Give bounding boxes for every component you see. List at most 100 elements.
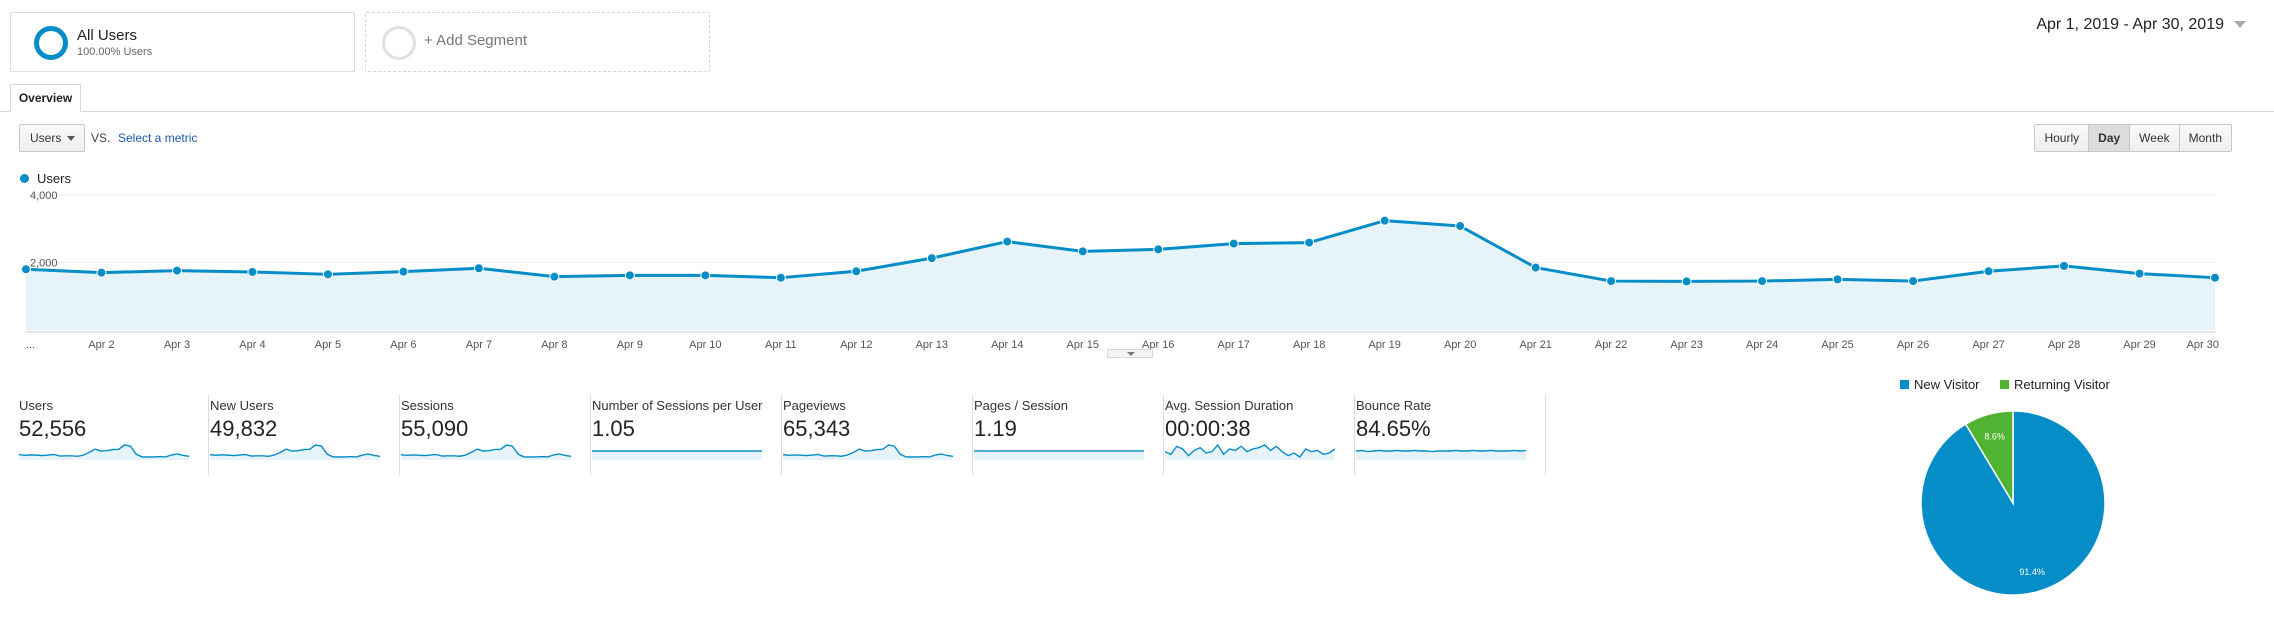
metric-select-dropdown[interactable]: Users: [19, 124, 85, 152]
scorecard-value: 49,832: [210, 416, 278, 441]
scorecard-label: New Users: [210, 398, 274, 413]
granularity-day-button[interactable]: Day: [2089, 125, 2131, 151]
data-point[interactable]: [1455, 221, 1466, 232]
data-point[interactable]: [926, 253, 937, 264]
data-point[interactable]: [96, 267, 107, 278]
data-point[interactable]: [1832, 274, 1843, 285]
data-point[interactable]: [1379, 215, 1390, 226]
granularity-hourly-button[interactable]: Hourly: [2035, 125, 2090, 151]
dropdown-caret-icon: [67, 136, 75, 141]
pie-legend-returning-visitor[interactable]: Returning Visitor: [2000, 377, 2110, 392]
segment-all-users[interactable]: All Users 100.00% Users: [10, 12, 355, 72]
y-tick-label: 4,000: [30, 190, 58, 202]
x-tick-label: Apr 10: [689, 339, 721, 351]
pie-slice-returning-visitor[interactable]: [1964, 410, 2014, 506]
empty-segment-ring-icon: [382, 26, 416, 60]
date-range-picker[interactable]: Apr 1, 2019 - Apr 30, 2019: [2036, 16, 2246, 34]
scorecard-label: Pageviews: [783, 398, 846, 413]
sparkline-fill: [19, 445, 189, 460]
scorecard-sessions[interactable]: Sessions 55,090: [401, 395, 591, 475]
data-point[interactable]: [398, 266, 409, 277]
tab-overview[interactable]: Overview: [10, 84, 81, 112]
data-point[interactable]: [1757, 276, 1768, 287]
users-line-chart[interactable]: 2,000 4,000... Apr 2 Apr 3 Apr 4 Apr 5 Apr 6 Ap…: [0, 185, 2274, 360]
data-point[interactable]: [851, 266, 862, 277]
data-point[interactable]: [1228, 238, 1239, 249]
date-range-text: Apr 1, 2019 - Apr 30, 2019: [2036, 16, 2224, 33]
scorecard-users[interactable]: Users 52,556: [19, 395, 209, 475]
data-point[interactable]: [2059, 260, 2070, 271]
data-point[interactable]: [2134, 268, 2145, 279]
sparkline-fill: [783, 445, 953, 460]
granularity-month-button[interactable]: Month: [2179, 125, 2231, 151]
x-tick-label: Apr 14: [991, 339, 1023, 351]
data-point[interactable]: [1077, 246, 1088, 257]
data-point[interactable]: [1908, 276, 1919, 287]
x-tick-label: Apr 7: [466, 339, 492, 351]
data-point[interactable]: [1681, 276, 1692, 287]
granularity-week-button[interactable]: Week: [2130, 125, 2180, 151]
scorecard-value: 55,090: [401, 416, 469, 441]
x-tick-label: Apr 23: [1670, 339, 1702, 351]
data-point[interactable]: [322, 269, 333, 280]
sparkline-fill: [974, 450, 1144, 460]
x-tick-label: Apr 8: [541, 339, 567, 351]
sparkline-line: [1356, 449, 1526, 453]
data-point[interactable]: [1983, 266, 1994, 277]
sparkline-fill: [210, 445, 380, 460]
x-tick-label: Apr 30: [2187, 339, 2219, 351]
sparkline-fill: [1165, 445, 1335, 460]
data-point[interactable]: [247, 266, 258, 277]
data-point[interactable]: [549, 271, 560, 282]
x-tick-label: Apr 18: [1293, 339, 1325, 351]
x-tick-label: Apr 16: [1142, 339, 1174, 351]
scorecard-label: Pages / Session: [974, 398, 1068, 413]
add-segment-button[interactable]: + Add Segment: [365, 12, 710, 72]
sparkline-line: [210, 444, 380, 458]
pie-legend-new-visitor[interactable]: New Visitor: [1900, 377, 1980, 392]
scorecard-bounce-rate[interactable]: Bounce Rate 84.65%: [1356, 395, 1546, 475]
scorecard-value: 52,556: [19, 416, 87, 441]
data-point[interactable]: [2210, 272, 2220, 283]
sparkline-line: [1165, 443, 1335, 458]
data-point[interactable]: [1002, 236, 1013, 247]
legend-dot-icon: [20, 174, 29, 183]
scorecard-new-users[interactable]: New Users 49,832: [210, 395, 400, 475]
chevron-down-icon: [2234, 21, 2246, 29]
chart-expand-handle[interactable]: [1107, 349, 1153, 358]
legend-label: Users: [37, 171, 71, 186]
scorecard-label: Number of Sessions per User: [592, 398, 763, 413]
scorecard-value: 1.19: [974, 416, 1017, 441]
data-point[interactable]: [624, 270, 635, 281]
data-point[interactable]: [1530, 262, 1541, 273]
data-point[interactable]: [21, 264, 31, 275]
sparkline-fill: [1356, 450, 1526, 460]
data-point[interactable]: [1153, 244, 1164, 255]
x-tick-label: Apr 25: [1821, 339, 1853, 351]
select-metric-link[interactable]: Select a metric: [118, 131, 198, 145]
x-tick-label: Apr 9: [617, 339, 643, 351]
x-tick-label: Apr 26: [1897, 339, 1929, 351]
data-point[interactable]: [1606, 276, 1617, 287]
tab-divider: [0, 111, 2274, 112]
scorecard-avg-session-duration[interactable]: Avg. Session Duration 00:00:38: [1165, 395, 1355, 475]
x-tick-label: Apr 13: [916, 339, 948, 351]
visitor-type-pie-chart[interactable]: 91.4% 8.6%: [1918, 408, 2108, 598]
scorecard-pages-per-session[interactable]: Pages / Session 1.19: [974, 395, 1164, 475]
scorecard-pageviews[interactable]: Pageviews 65,343: [783, 395, 973, 475]
data-point[interactable]: [1304, 237, 1315, 248]
data-point[interactable]: [700, 270, 711, 281]
x-tick-label: Apr 3: [164, 339, 190, 351]
sparkline-fill: [592, 451, 762, 460]
scorecard-sessions-per-user[interactable]: Number of Sessions per User 1.05: [592, 395, 782, 475]
x-tick-label: Apr 19: [1368, 339, 1400, 351]
sparkline-line: [401, 444, 571, 458]
metric-select-value: Users: [30, 131, 62, 145]
x-tick-label: ...: [26, 339, 35, 351]
data-point[interactable]: [775, 272, 786, 283]
x-tick-label: Apr 21: [1519, 339, 1551, 351]
scorecard-sparkline: [210, 444, 380, 460]
scorecard-label: Avg. Session Duration: [1165, 398, 1294, 413]
data-point[interactable]: [473, 263, 484, 274]
data-point[interactable]: [171, 265, 182, 276]
